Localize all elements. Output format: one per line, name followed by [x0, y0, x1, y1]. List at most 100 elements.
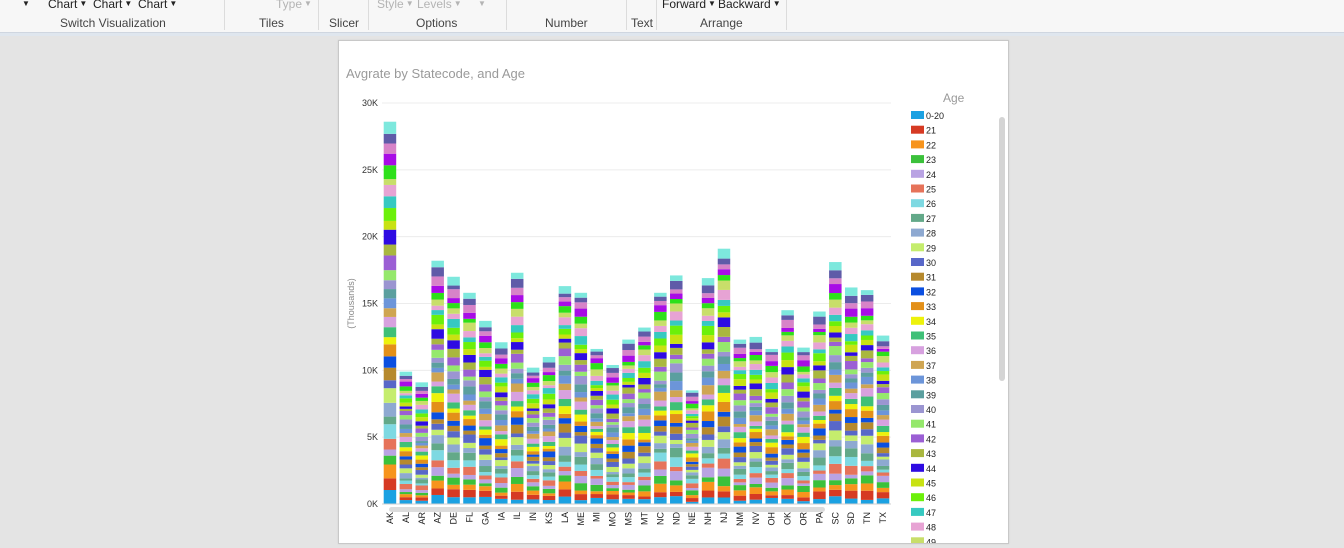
- bar-segment: [844, 440, 858, 449]
- bar-segment: [479, 490, 492, 497]
- legend-label: 22: [926, 140, 936, 150]
- bar-segment: [844, 316, 858, 323]
- bar-segment: [479, 479, 492, 484]
- bar-segment: [542, 372, 556, 376]
- ribbon-button-forward-8[interactable]: Forward ▼: [662, 0, 716, 11]
- ribbon-separator: [224, 0, 225, 30]
- bar-segment: [733, 400, 747, 406]
- bar-segment: [670, 363, 683, 373]
- ribbon-button-dropdown-7[interactable]: ▼: [476, 0, 486, 11]
- bar-segment: [765, 495, 778, 498]
- bar-segment: [701, 365, 715, 372]
- bar-segment: [638, 499, 651, 504]
- ribbon-button-chart-2[interactable]: Chart ▼: [93, 0, 132, 11]
- ribbon-button-dropdown-0[interactable]: ▼: [20, 0, 30, 11]
- bar-segment: [797, 397, 810, 402]
- bar-segment: [463, 400, 476, 405]
- bar-segment: [399, 494, 413, 498]
- bar-segment: [558, 475, 572, 482]
- legend-label: 42: [926, 434, 936, 444]
- bar-segment: [765, 377, 778, 383]
- bar-segment: [431, 443, 444, 451]
- bar-segment: [876, 435, 890, 443]
- bar-segment: [638, 426, 651, 433]
- bar-segment: [765, 382, 778, 390]
- bar-segment: [606, 451, 619, 454]
- ribbon-button-levels-6[interactable]: Levels ▼: [417, 0, 462, 11]
- bar-segment: [590, 464, 603, 470]
- bar-segment: [717, 336, 731, 343]
- bar-segment: [717, 289, 731, 300]
- bar-segment: [670, 466, 683, 472]
- bar-segment: [463, 404, 476, 411]
- bar-segment: [685, 450, 699, 454]
- legend-label: 49: [926, 537, 936, 543]
- bar-segment: [685, 466, 699, 470]
- x-tick-label: TN: [862, 512, 872, 524]
- bar-segment: [860, 330, 874, 336]
- ribbon-button-chart-3[interactable]: Chart ▼: [138, 0, 177, 11]
- bar-segment: [606, 432, 619, 438]
- bar-segment: [733, 432, 747, 439]
- bar-segment: [574, 483, 588, 491]
- bar-segment: [701, 385, 715, 395]
- bar-segment: [765, 497, 778, 504]
- bar-segment: [574, 401, 588, 410]
- ribbon-button-chart-1[interactable]: Chart ▼: [48, 0, 87, 11]
- bar-segment: [590, 448, 603, 453]
- x-tick-label: ME: [576, 512, 586, 526]
- bar-segment: [574, 409, 588, 415]
- legend-label: 27: [926, 214, 936, 224]
- y-axis-label: (Thousands): [346, 278, 356, 329]
- bar-segment: [654, 400, 667, 407]
- bar-segment: [558, 317, 572, 326]
- bar-segment: [415, 455, 429, 460]
- bar-segment: [479, 377, 492, 385]
- bar-segment: [558, 312, 572, 318]
- bar-segment: [463, 362, 476, 370]
- bar-segment: [558, 286, 572, 294]
- bar-segment: [797, 497, 810, 502]
- bar-segment: [383, 416, 397, 425]
- legend-swatch: [911, 375, 924, 384]
- bar-segment: [654, 325, 667, 332]
- bar-segment: [876, 415, 890, 420]
- bar-segment: [781, 478, 794, 486]
- bar-segment: [383, 449, 397, 456]
- ribbon-button-type-4[interactable]: Type ▼: [276, 0, 312, 11]
- bar-segment: [495, 405, 508, 411]
- bar-segment: [399, 415, 413, 420]
- bar-segment: [399, 478, 413, 481]
- bar-segment: [876, 487, 890, 493]
- bar-segment: [431, 310, 444, 315]
- bar-segment: [558, 423, 572, 433]
- chart-card[interactable]: Avgrate by Statecode, and Age 0K 5K 10K 15K…: [338, 40, 1009, 544]
- chart-horizontal-scrollbar[interactable]: [389, 507, 825, 512]
- bar-segment: [622, 492, 635, 496]
- bar-segment: [749, 452, 763, 459]
- bar-segment: [495, 477, 508, 484]
- bar-segment: [590, 469, 603, 476]
- bar-segment: [558, 328, 572, 335]
- bar-segment: [431, 329, 444, 339]
- bar-segment: [510, 461, 524, 469]
- bar-segment: [431, 260, 444, 268]
- bar-segment: [813, 423, 826, 429]
- bar-segment: [463, 466, 476, 475]
- x-tick-label: NC: [655, 512, 665, 525]
- ribbon-button-backward-9[interactable]: Backward ▼: [718, 0, 781, 11]
- legend-swatch: [911, 199, 924, 208]
- ribbon-button-style-5[interactable]: Style ▼: [377, 0, 414, 11]
- bar-segment: [876, 335, 890, 342]
- bar-segment: [749, 487, 763, 494]
- bar-segment: [876, 456, 890, 460]
- bar-segment: [622, 399, 635, 404]
- bar-segment: [510, 287, 524, 296]
- bar-segment: [701, 497, 715, 504]
- bar-segment: [606, 485, 619, 489]
- bar-segment: [526, 390, 540, 395]
- legend-scrollbar[interactable]: [999, 117, 1005, 381]
- bar-segment: [797, 374, 810, 379]
- bar-segment: [860, 367, 874, 373]
- bar-segment: [606, 404, 619, 409]
